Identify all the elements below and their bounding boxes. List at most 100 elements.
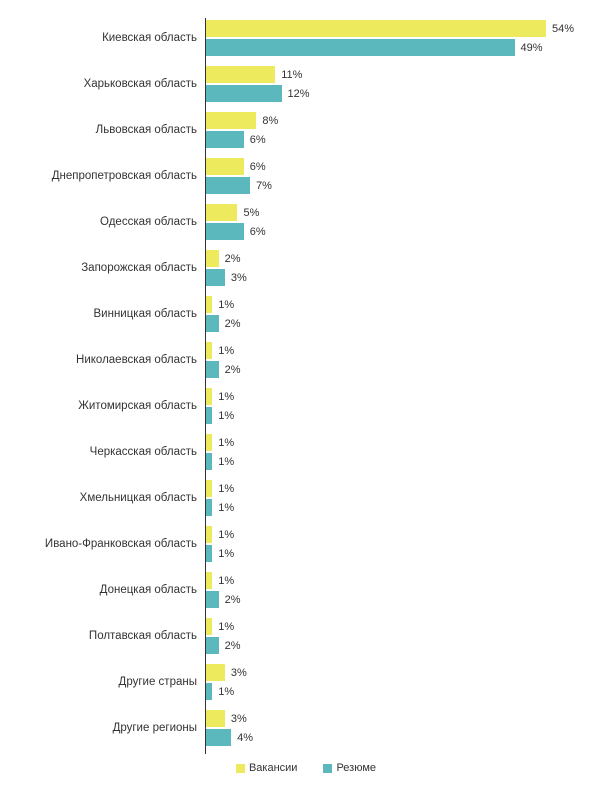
category-bars: 6%7% — [206, 156, 574, 196]
bar — [206, 223, 244, 240]
bar-value-label: 49% — [521, 42, 543, 54]
legend-label: Резюме — [336, 762, 376, 774]
category-label: Полтавская область — [6, 616, 205, 656]
bar — [206, 39, 515, 56]
bar — [206, 177, 250, 194]
bar — [206, 729, 231, 746]
bar — [206, 85, 282, 102]
bar-wrap: 1% — [206, 545, 574, 562]
bar-wrap: 2% — [206, 637, 574, 654]
bar-wrap: 1% — [206, 480, 574, 497]
bar-wrap: 1% — [206, 453, 574, 470]
bar-value-label: 1% — [218, 621, 234, 633]
bar — [206, 20, 546, 37]
bar — [206, 664, 225, 681]
bar-value-label: 6% — [250, 134, 266, 146]
bar-wrap: 54% — [206, 20, 574, 37]
bar — [206, 480, 212, 497]
bar-wrap: 3% — [206, 269, 574, 286]
bar — [206, 204, 237, 221]
bar-value-label: 11% — [281, 69, 302, 81]
category-bars: 1% 2% — [206, 616, 574, 656]
chart-body: Киевская областьХарьковская областьЛьвов… — [2, 18, 570, 754]
bar-value-label: 2% — [225, 640, 241, 652]
bars-column: 54%49%11%12%8%6%6%7%5%6%2%3%1%2%1%2%1%1%… — [206, 18, 574, 754]
bar — [206, 683, 212, 700]
bar-wrap: 2% — [206, 250, 574, 267]
category-label: Одесская область — [6, 202, 205, 242]
bar-wrap: 1% — [206, 434, 574, 451]
bar-value-label: 54% — [552, 23, 574, 35]
category-label: Киевская область — [6, 18, 205, 58]
bar-value-label: 1% — [218, 483, 234, 495]
bar-value-label: 7% — [256, 180, 272, 192]
bar-wrap: 6% — [206, 158, 574, 175]
bar-wrap: 1% — [206, 388, 574, 405]
bar — [206, 388, 212, 405]
bar — [206, 407, 212, 424]
bar-wrap: 6% — [206, 223, 574, 240]
category-label: Харьковская область — [6, 64, 205, 104]
category-label: Донецкая область — [6, 570, 205, 610]
bar-value-label: 2% — [225, 253, 241, 265]
bar-wrap: 1% — [206, 683, 574, 700]
category-bars: 1% 2% — [206, 570, 574, 610]
bar-wrap: 2% — [206, 591, 574, 608]
bar-wrap: 1% — [206, 618, 574, 635]
bar-wrap: 2% — [206, 361, 574, 378]
bar — [206, 499, 212, 516]
bar-wrap: 2% — [206, 315, 574, 332]
bar-value-label: 3% — [231, 713, 247, 725]
category-label: Хмельницкая область — [6, 478, 205, 518]
bar-wrap: 12% — [206, 85, 574, 102]
category-bars: 1%1% — [206, 524, 574, 564]
bar-wrap: 1% — [206, 342, 574, 359]
legend-label: Вакансии — [249, 762, 298, 774]
category-bars: 1%1% — [206, 478, 574, 518]
bar — [206, 131, 244, 148]
category-label: Винницкая область — [6, 294, 205, 334]
bar — [206, 342, 212, 359]
category-bars: 3%1% — [206, 662, 574, 702]
category-labels-column: Киевская областьХарьковская областьЛьвов… — [6, 18, 206, 754]
bar — [206, 572, 212, 589]
bar-value-label: 2% — [225, 318, 241, 330]
bar — [206, 250, 219, 267]
legend-swatch-icon — [323, 764, 332, 773]
bar — [206, 315, 219, 332]
bar — [206, 637, 219, 654]
category-label: Ивано-Франковская область — [6, 524, 205, 564]
category-label: Другие страны — [6, 662, 205, 702]
bar-wrap: 1% — [206, 526, 574, 543]
bar-value-label: 2% — [225, 594, 241, 606]
category-label: Черкасская область — [6, 432, 205, 472]
category-bars: 54% 49% — [206, 18, 574, 58]
bar-value-label: 3% — [231, 667, 247, 679]
category-label: Днепропетровская область — [6, 156, 205, 196]
bar-wrap: 1% — [206, 499, 574, 516]
bar — [206, 591, 219, 608]
regions-chart: Киевская областьХарьковская областьЛьвов… — [0, 0, 590, 786]
category-bars: 3%4% — [206, 708, 574, 748]
bar-wrap: 3% — [206, 664, 574, 681]
bar — [206, 710, 225, 727]
bar-value-label: 1% — [218, 575, 234, 587]
bar-wrap: 8% — [206, 112, 574, 129]
category-bars: 1%2% — [206, 294, 574, 334]
bar-wrap: 5% — [206, 204, 574, 221]
bar-value-label: 1% — [218, 345, 234, 357]
bar — [206, 453, 212, 470]
bar-wrap: 6% — [206, 131, 574, 148]
bar — [206, 618, 212, 635]
bar-wrap: 1% — [206, 407, 574, 424]
legend-item-resumes: Резюме — [323, 762, 376, 774]
category-bars: 2%3% — [206, 248, 574, 288]
category-label: Запорожская область — [6, 248, 205, 288]
bar — [206, 361, 219, 378]
bar-wrap: 1% — [206, 572, 574, 589]
bar-wrap: 1% — [206, 296, 574, 313]
bar — [206, 269, 225, 286]
bar-value-label: 8% — [262, 115, 278, 127]
bar-wrap: 7% — [206, 177, 574, 194]
bar-value-label: 5% — [243, 207, 259, 219]
